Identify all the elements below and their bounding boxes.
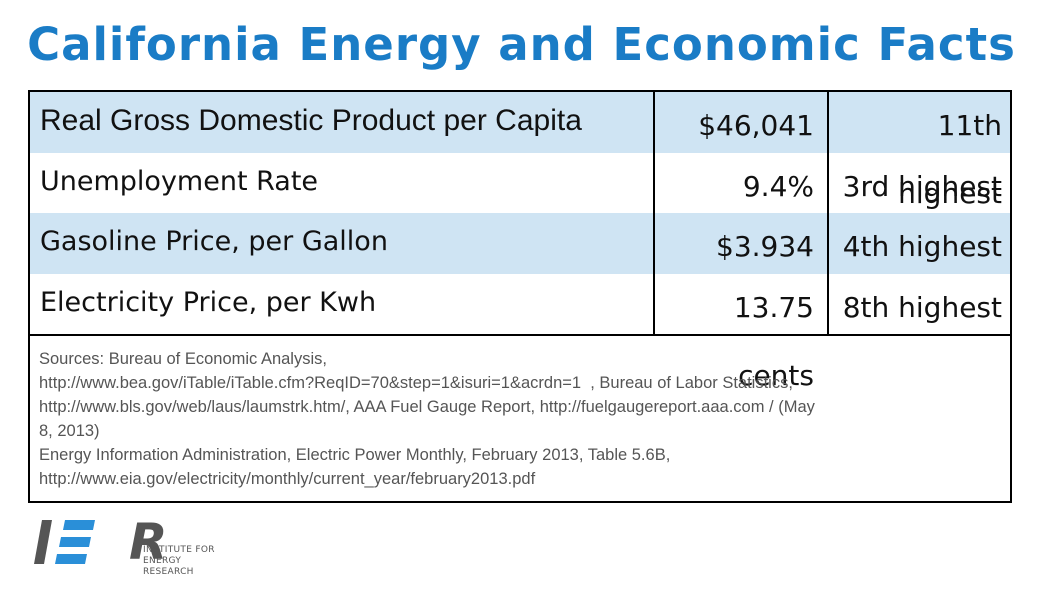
- source-line: http://www.bea.gov/iTable/iTable.cfm?Req…: [39, 374, 793, 392]
- row-label: Unemployment Rate: [40, 166, 319, 197]
- row-rank: 8th highest: [842, 291, 1002, 324]
- logo-i-bar: [34, 520, 52, 564]
- row-label: Gasoline Price, per Gallon: [40, 226, 388, 257]
- row-rank: 11th highest: [898, 109, 1002, 210]
- table-row: Unemployment Rate 9.4% 3rd highest: [30, 153, 1010, 214]
- ier-logo-mark-icon: [34, 520, 95, 564]
- table-divider: [30, 334, 1010, 336]
- source-line: http://www.bls.gov/web/laus/laumstrk.htm…: [39, 398, 815, 416]
- source-line: Energy Information Administration, Elect…: [39, 446, 671, 464]
- source-line: http://www.eia.gov/electricity/monthly/c…: [39, 470, 536, 488]
- logo-e-middle-bar: [59, 537, 91, 547]
- table-row: Electricity Price, per Kwh 13.75 cents 8…: [30, 274, 1010, 392]
- facts-table: Real Gross Domestic Product per Capita $…: [28, 90, 1012, 503]
- page-title: California Energy and Economic Facts: [27, 18, 1016, 71]
- row-rank: 4th highest: [842, 230, 1002, 263]
- row-value: $3.934: [716, 230, 814, 263]
- column-divider: [827, 92, 829, 335]
- row-value: $46,041: [698, 109, 814, 142]
- logo-caption-line: INSTITUTE FOR: [143, 545, 215, 555]
- row-rank: 3rd highest: [842, 170, 1002, 203]
- source-line: Sources: Bureau of Economic Analysis,: [39, 350, 327, 368]
- row-value: 9.4%: [742, 170, 814, 203]
- row-value: 13.75 cents: [733, 291, 814, 392]
- column-divider: [653, 92, 655, 335]
- logo-e-bottom-bar: [55, 554, 87, 564]
- table-row: Gasoline Price, per Gallon $3.934 4th hi…: [30, 213, 1010, 274]
- row-label: Real Gross Domestic Product per Capita: [40, 104, 582, 137]
- logo-e-top-bar: [63, 520, 95, 530]
- sources-note: Sources: Bureau of Economic Analysis, ht…: [39, 347, 999, 491]
- table-row: Real Gross Domestic Product per Capita $…: [30, 92, 1010, 210]
- source-line: 8, 2013): [39, 422, 100, 440]
- ier-logo: R INSTITUTE FOR ENERGY RESEARCH: [33, 513, 233, 577]
- logo-letter: R: [129, 513, 168, 571]
- row-label: Electricity Price, per Kwh: [40, 287, 377, 318]
- logo-caption-line: ENERGY RESEARCH: [143, 556, 194, 577]
- logo-caption: INSTITUTE FOR ENERGY RESEARCH: [143, 545, 233, 578]
